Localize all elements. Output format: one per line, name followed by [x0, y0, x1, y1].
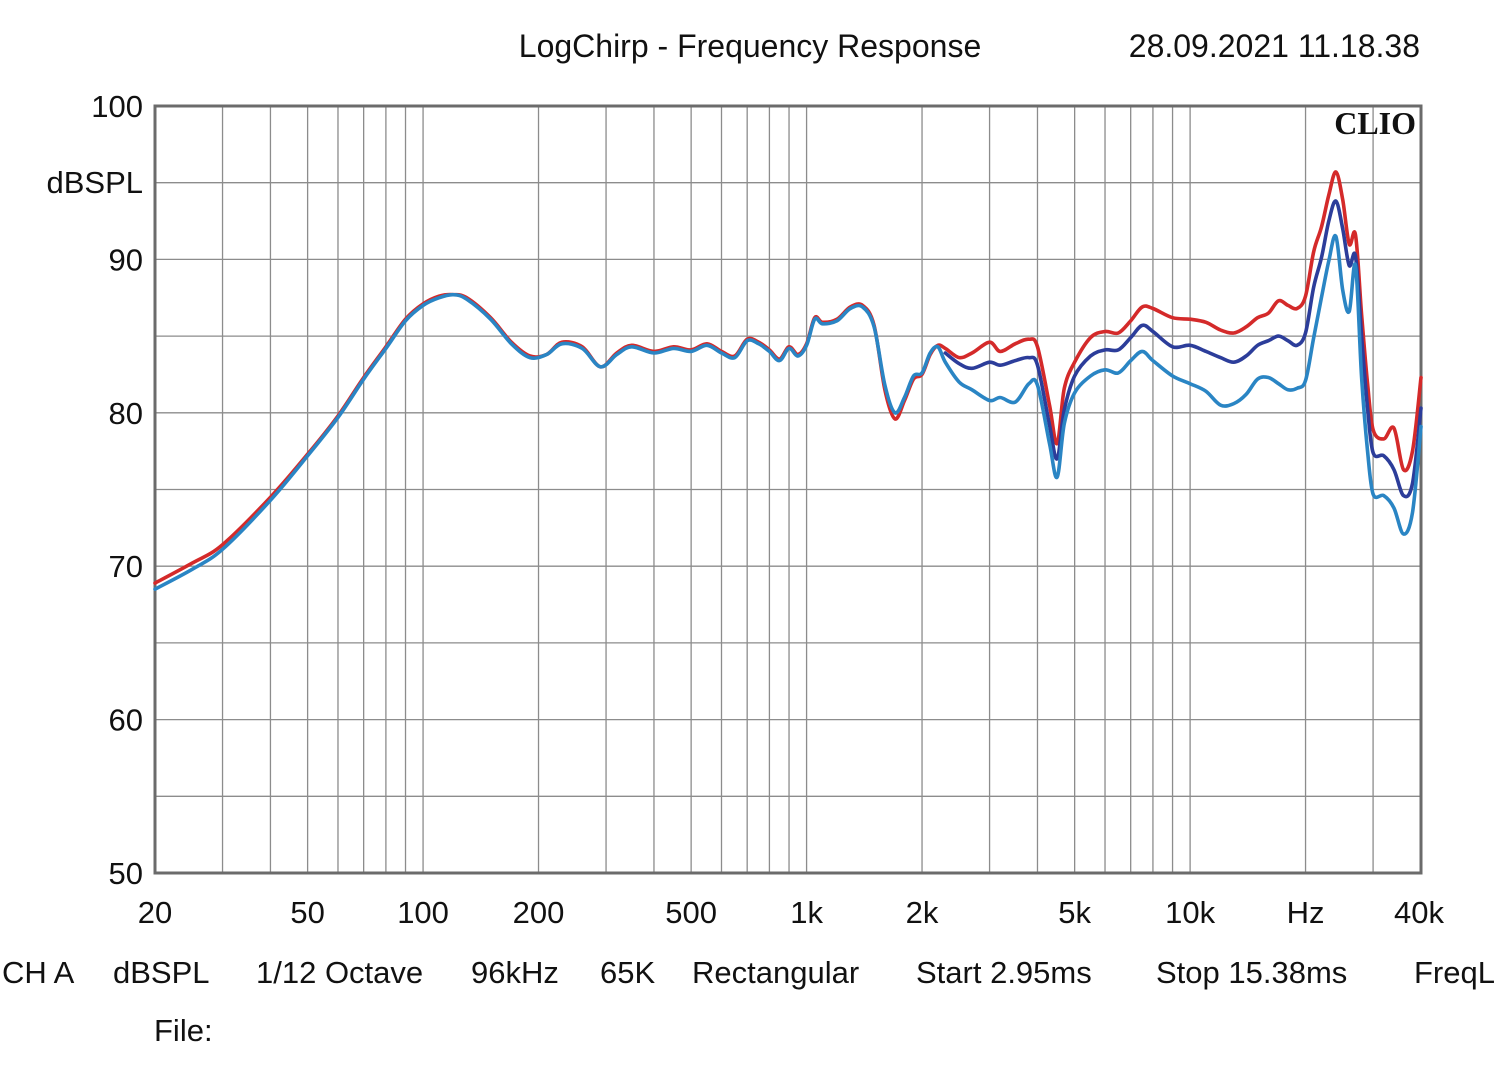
grid	[155, 106, 1421, 873]
x-tick-labels: 20 50 100 200 500 1k 2k 5k 10k Hz 40k	[138, 895, 1445, 930]
footer-start: Start 2.95ms	[916, 955, 1092, 990]
x-tick-label: 200	[513, 895, 565, 930]
footer-unit: dBSPL	[113, 955, 210, 990]
y-tick-label: 50	[109, 856, 143, 891]
footer-sample-rate: 96kHz	[471, 955, 559, 990]
y-tick-labels: 100 90 80 70 60 50	[91, 89, 143, 891]
y-tick-label: 60	[109, 703, 143, 738]
x-tick-label: 1k	[790, 895, 823, 930]
series-layer	[153, 170, 1423, 591]
clio-logo: CLIO	[1334, 105, 1416, 141]
x-tick-label: 5k	[1058, 895, 1091, 930]
footer-channel: CH A	[2, 955, 75, 990]
chart-timestamp: 28.09.2021 11.18.38	[1129, 28, 1420, 64]
x-tick-label: Hz	[1287, 895, 1325, 930]
x-tick-label: 2k	[906, 895, 939, 930]
x-tick-label: 500	[665, 895, 717, 930]
series-line-3	[153, 233, 1423, 591]
footer-file-label: File:	[154, 1013, 213, 1048]
y-tick-label: 90	[109, 242, 143, 277]
footer-freq: FreqL	[1414, 955, 1495, 990]
x-tick-label: 50	[290, 895, 324, 930]
x-tick-label: 20	[138, 895, 172, 930]
footer-stop: Stop 15.38ms	[1156, 955, 1347, 990]
footer-size: 65K	[600, 955, 655, 990]
series-line-2	[943, 199, 1423, 499]
x-tick-label: 100	[397, 895, 449, 930]
footer-smoothing: 1/12 Octave	[256, 955, 423, 990]
x-tick-label: 10k	[1165, 895, 1215, 930]
y-tick-label: 100	[91, 89, 143, 124]
y-tick-label: 80	[109, 396, 143, 431]
y-tick-label: 70	[109, 549, 143, 584]
footer-window: Rectangular	[692, 955, 859, 990]
series-line-1	[153, 170, 1423, 585]
plot-frame	[153, 104, 1423, 875]
x-tick-label: 40k	[1394, 895, 1444, 930]
y-axis-label: dBSPL	[46, 165, 143, 200]
chart-title: LogChirp - Frequency Response	[519, 28, 981, 64]
